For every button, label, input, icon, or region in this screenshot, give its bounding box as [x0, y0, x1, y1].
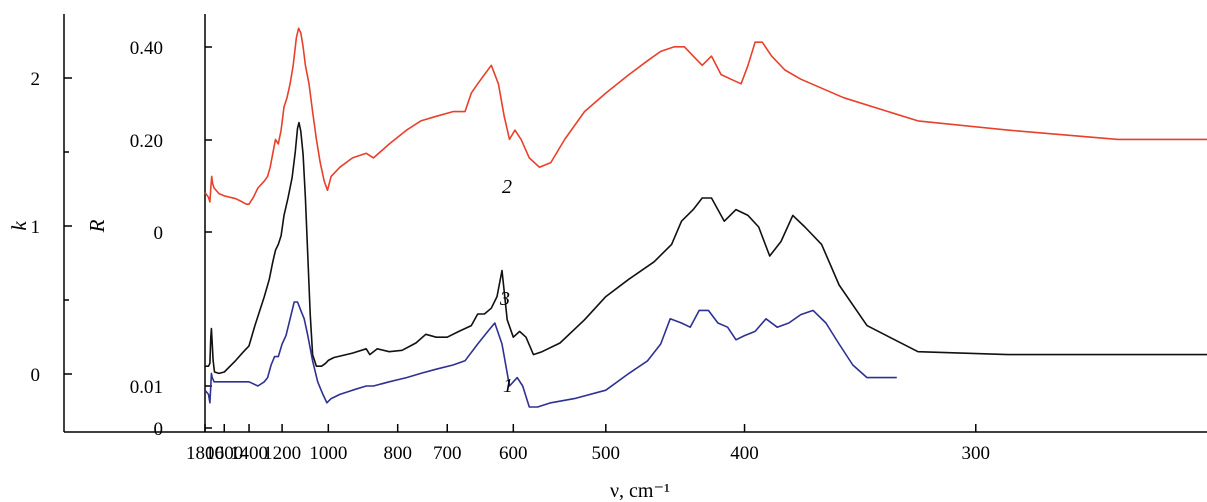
series-line-1 — [204, 301, 897, 408]
x-tick-label-1600: 1600 — [205, 443, 243, 464]
x-tick-label-400: 400 — [730, 443, 759, 464]
series-label-2: 2 — [502, 176, 512, 198]
x-tick-label-600: 600 — [499, 443, 528, 464]
r-tick-label-020: 0.20 — [130, 131, 163, 152]
x-tick-label-700: 700 — [433, 443, 462, 464]
k-tick-label-2: 2 — [31, 69, 41, 90]
r-tick-label-0-lower: 0 — [154, 419, 164, 440]
series-label-1: 1 — [503, 375, 513, 397]
series-line-3 — [205, 121, 1207, 375]
r-axis-title: R — [85, 219, 109, 233]
r-tick-label-0-upper: 0 — [154, 223, 164, 244]
x-tick-label-1200: 1200 — [263, 443, 301, 464]
k-axis-title: k — [7, 221, 31, 231]
series-layer — [204, 27, 1207, 408]
r-tick-label-040: 0.40 — [130, 38, 163, 59]
x-tick-label-800: 800 — [383, 443, 412, 464]
x-tick-label-1000: 1000 — [309, 443, 347, 464]
x-tick-label-1800: 1800 — [186, 443, 224, 464]
k-tick-label-0: 0 — [31, 365, 41, 386]
r-tick-label-001: 0.01 — [130, 377, 163, 398]
series-label-3: 3 — [499, 288, 510, 310]
x-tick-label-300: 300 — [962, 443, 991, 464]
x-tick-label-1400: 1400 — [230, 443, 268, 464]
k-tick-label-1: 1 — [31, 217, 41, 238]
x-tick-label-500: 500 — [592, 443, 621, 464]
series-line-2 — [204, 27, 1207, 205]
x-axis-title: ν, cm⁻¹ — [610, 480, 670, 502]
